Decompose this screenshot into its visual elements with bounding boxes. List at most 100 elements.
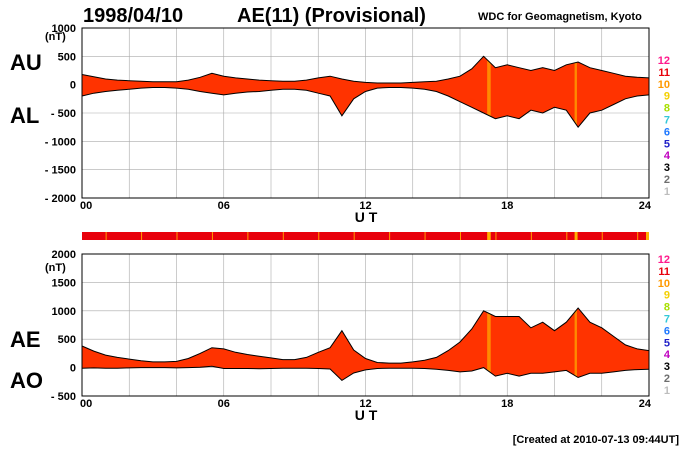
ae-ao-station-band <box>574 308 577 381</box>
station-strip-tick <box>318 232 320 240</box>
au-al-panel: 1000 500 0 - 500 - 1000 - 1500 - 2000 00 06 12 18… <box>10 23 652 225</box>
au-label: AU <box>10 50 42 75</box>
station-count-label: 11 <box>658 67 670 79</box>
station-strip-tick <box>424 232 426 240</box>
ae-ao-y-ticks: 2000 1500 1000 500 0 - 500 <box>51 249 76 403</box>
ae-ao-x-tick-label: 18 <box>501 398 513 410</box>
station-count-label: 6 <box>664 126 670 138</box>
station-count-label: 3 <box>664 361 670 373</box>
au-al-x-tick-label: 12 <box>359 200 371 212</box>
station-strip-tick <box>141 232 143 240</box>
station-strip-tick <box>530 232 532 240</box>
au-al-y-tick-label: 500 <box>58 51 76 63</box>
station-count-label: 7 <box>664 115 670 127</box>
station-count-label: 5 <box>664 337 670 349</box>
station-strip-end <box>646 232 649 240</box>
ae-ao-y-tick-label: - 500 <box>51 391 76 403</box>
station-count-label: 8 <box>664 103 670 115</box>
au-al-y-tick-label: 0 <box>70 80 76 92</box>
station-strip-base <box>82 232 649 240</box>
au-al-filled-range <box>82 56 649 128</box>
station-count-label: 2 <box>664 174 670 186</box>
station-strip-tick <box>460 232 461 240</box>
au-al-x-tick-label: 18 <box>501 200 513 212</box>
station-count-label: 12 <box>658 254 670 266</box>
station-strip-band <box>574 232 578 240</box>
ae-ao-area <box>81 307 650 382</box>
station-strip-band <box>487 232 491 240</box>
ae-ao-unit-label: (nT) <box>45 262 66 274</box>
au-al-series-al <box>81 87 650 129</box>
station-strip-tick <box>637 232 639 240</box>
station-count-label: 1 <box>664 186 670 198</box>
ae-ao-series-ao <box>81 365 650 382</box>
station-strip-tick <box>282 232 284 240</box>
ae-ao-y-tick-label: 500 <box>58 334 76 346</box>
station-strip-tick <box>566 232 568 240</box>
station-count-label: 6 <box>664 325 670 337</box>
au-al-series-au <box>81 55 650 84</box>
ae-ao-panel: 2000 1500 1000 500 0 - 500 00 06 12 18 24 (nT) AE… <box>10 249 652 423</box>
au-al-station-band <box>574 56 577 128</box>
station-strip-tick <box>353 232 355 240</box>
station-count-label: 7 <box>664 314 670 326</box>
au-al-x-tick-label: 06 <box>218 200 230 212</box>
al-label: AL <box>10 103 39 128</box>
ae-ao-series-ae <box>81 307 650 364</box>
station-count-label: 12 <box>658 55 670 67</box>
au-al-plot-frame <box>81 27 650 199</box>
au-al-unit-label: (nT) <box>45 31 66 43</box>
ae-ao-plot-frame <box>81 253 650 397</box>
station-count-label: 4 <box>664 349 671 361</box>
station-strip-tick <box>105 232 107 240</box>
station-count-label: 10 <box>658 278 670 290</box>
station-strip-tick <box>389 232 391 240</box>
ae-label: AE <box>10 327 41 352</box>
station-count-label: 1 <box>664 385 670 397</box>
au-al-y-tick-label: 1000 <box>52 23 76 35</box>
created-timestamp: [Created at 2010-07-13 09:44UT] <box>513 434 680 446</box>
station-count-label: 11 <box>658 266 670 278</box>
au-al-x-tick-label: 00 <box>80 200 92 212</box>
ae-ao-x-axis-label: U T <box>355 407 378 423</box>
ae-ao-x-ticks: 00 06 12 18 24 <box>80 398 652 410</box>
ae-ao-x-tick-label: 24 <box>639 398 652 410</box>
au-al-y-tick-label: - 500 <box>51 108 76 120</box>
station-strip-tick <box>247 232 249 240</box>
ao-label: AO <box>10 368 43 393</box>
ae-ao-station-band <box>487 308 491 381</box>
ae-ao-x-tick-label: 06 <box>218 398 230 410</box>
au-al-y-tick-label: - 1000 <box>45 136 76 148</box>
station-count-label: 9 <box>664 91 670 103</box>
station-count-strip <box>82 232 649 240</box>
station-strip-tick <box>495 232 497 240</box>
ae-ao-x-tick-label: 12 <box>359 398 371 410</box>
station-strip-tick <box>601 232 603 240</box>
station-count-label: 4 <box>664 150 671 162</box>
ae-ao-x-tick-label: 00 <box>80 398 92 410</box>
station-strip-tick <box>211 232 213 240</box>
au-al-x-tick-label: 24 <box>639 200 652 212</box>
ae-ao-filled-range <box>82 308 649 381</box>
station-count-label: 5 <box>664 138 670 150</box>
index-title: AE(11) (Provisional) <box>237 5 426 27</box>
au-al-x-ticks: 00 06 12 18 24 <box>80 200 652 212</box>
source-label: WDC for Geomagnetism, Kyoto <box>478 11 642 23</box>
station-count-label: 3 <box>664 162 670 174</box>
station-strip-tick <box>176 232 178 240</box>
ae-ao-y-tick-label: 0 <box>70 363 76 375</box>
date-title: 1998/04/10 <box>83 5 183 27</box>
station-count-label: 9 <box>664 290 670 302</box>
station-count-label: 10 <box>658 79 670 91</box>
au-al-y-tick-label: - 2000 <box>45 193 76 205</box>
au-al-x-axis-label: U T <box>355 209 378 225</box>
au-al-station-band <box>487 56 491 128</box>
ae-ao-y-tick-label: 1000 <box>52 306 76 318</box>
au-al-y-tick-label: - 1500 <box>45 165 76 177</box>
au-al-y-ticks: 1000 500 0 - 500 - 1000 - 1500 - 2000 <box>45 23 76 205</box>
station-count-label: 8 <box>664 302 670 314</box>
au-al-area <box>81 55 650 129</box>
